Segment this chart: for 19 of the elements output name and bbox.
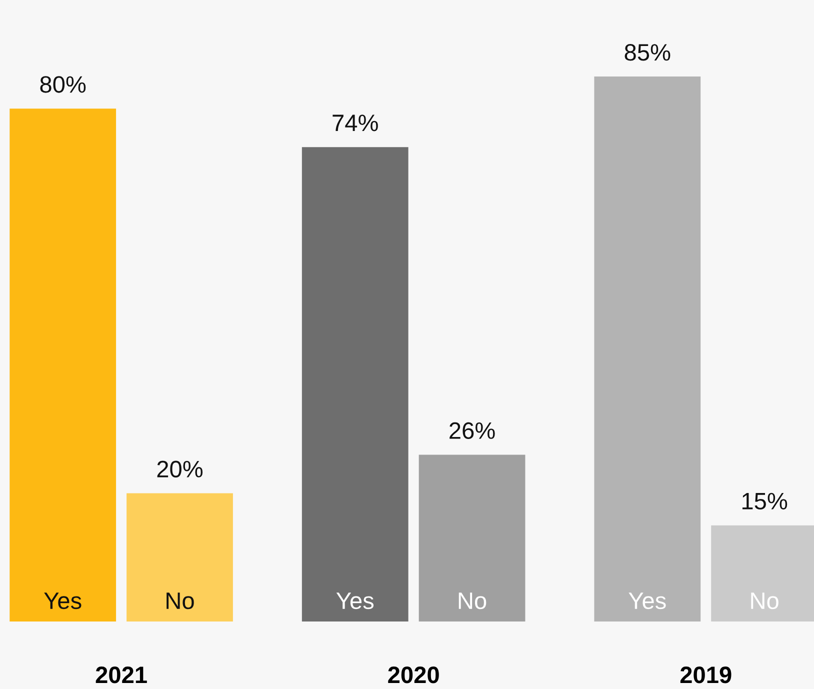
bar — [302, 147, 408, 622]
data-label: 20% — [157, 460, 203, 478]
bar — [418, 454, 526, 622]
data-label: 26% — [450, 422, 495, 440]
data-label: 15% — [742, 492, 788, 510]
text: Yes — [336, 592, 374, 610]
series-label: Yes — [44, 592, 82, 610]
x-tick-label: 2019 — [680, 666, 732, 684]
bar — [126, 493, 233, 622]
text: No — [458, 592, 486, 610]
data-label: 80% — [40, 76, 86, 93]
series-label: No — [166, 592, 194, 610]
x-tick-label: 2020 — [388, 666, 439, 684]
bar — [10, 108, 116, 622]
data-label: 85% — [624, 44, 670, 61]
bar — [594, 76, 701, 622]
x-tick-label: 2021 — [96, 666, 147, 684]
data-label: 74% — [332, 114, 378, 132]
text: Yes — [628, 592, 666, 610]
